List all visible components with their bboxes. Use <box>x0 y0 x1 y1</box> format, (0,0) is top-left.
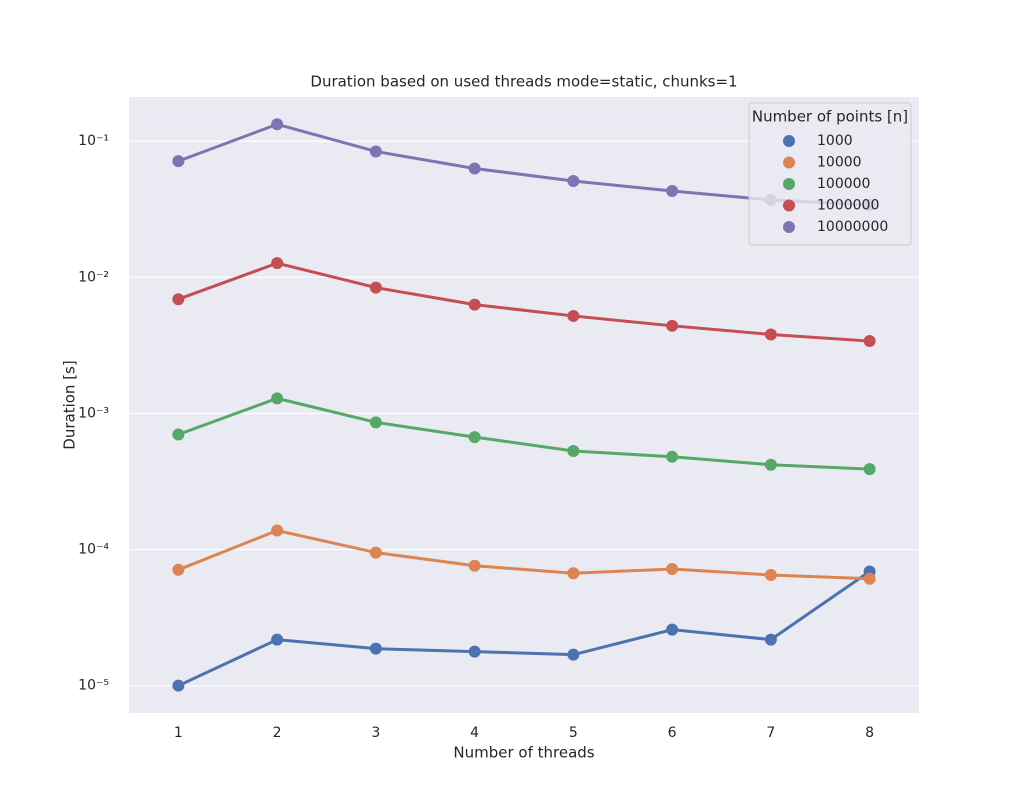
data-point <box>172 563 185 576</box>
data-point <box>567 567 580 580</box>
x-tick-label: 4 <box>470 725 479 741</box>
y-tick-label: 10⁻¹ <box>78 133 109 149</box>
y-tick-label: 10⁻⁵ <box>78 678 109 694</box>
series-line <box>177 396 870 471</box>
legend-marker <box>783 221 795 233</box>
data-point <box>468 559 481 572</box>
legend-label: 1000000 <box>817 198 879 214</box>
legend-marker <box>783 199 795 212</box>
data-point <box>666 450 679 463</box>
data-point <box>271 633 284 646</box>
y-tick-label: 10⁻² <box>78 269 109 285</box>
data-point <box>468 645 481 658</box>
y-tick-label: 10⁻⁴ <box>78 542 109 558</box>
data-point <box>468 431 481 444</box>
data-point <box>369 642 382 655</box>
x-tick-label: 7 <box>766 725 775 741</box>
data-point <box>764 328 777 341</box>
data-point <box>764 458 777 471</box>
data-point <box>666 185 679 198</box>
data-point <box>172 155 185 168</box>
x-tick-label: 1 <box>174 725 183 741</box>
data-point <box>172 428 185 441</box>
legend-label: 10000000 <box>817 219 888 235</box>
data-point <box>666 319 679 332</box>
legend-marker <box>783 178 795 190</box>
data-point <box>863 463 876 476</box>
legend-marker <box>783 156 795 169</box>
data-point <box>863 572 876 585</box>
data-point <box>666 623 679 636</box>
data-point <box>369 281 382 294</box>
data-point <box>567 309 580 322</box>
legend-title: Number of points [n] <box>752 108 908 126</box>
x-axis-label: Number of threads <box>453 744 594 762</box>
data-point <box>666 562 679 575</box>
data-point <box>369 416 382 429</box>
data-point <box>271 524 284 537</box>
series-line <box>177 570 871 688</box>
legend-label: 100000 <box>817 176 870 192</box>
data-point <box>369 145 382 158</box>
legend-marker <box>783 135 795 147</box>
data-point <box>468 298 481 311</box>
data-point <box>468 162 481 175</box>
data-point <box>764 569 777 582</box>
x-tick-label: 8 <box>865 725 874 741</box>
y-tick-label: 10⁻³ <box>78 405 109 421</box>
x-tick-label: 6 <box>668 725 677 741</box>
data-point <box>271 257 284 270</box>
legend-label: 10000 <box>817 155 862 171</box>
data-point <box>567 648 580 661</box>
legend-label: 1000 <box>817 133 853 149</box>
x-tick-label: 3 <box>371 725 380 741</box>
x-tick-label: 5 <box>569 725 578 741</box>
data-point <box>271 392 284 405</box>
x-tick-label: 2 <box>273 725 282 741</box>
data-point <box>271 118 284 131</box>
data-point <box>764 633 777 646</box>
data-point <box>172 679 185 692</box>
data-point <box>369 546 382 559</box>
series-line <box>177 261 870 343</box>
data-point <box>863 335 876 348</box>
y-axis-label: Duration [s] <box>61 360 79 449</box>
chart-title: Duration based on used threads mode=stat… <box>310 73 737 91</box>
data-point <box>172 293 185 306</box>
series-line <box>177 528 870 581</box>
data-point <box>567 174 580 187</box>
data-point <box>567 444 580 457</box>
